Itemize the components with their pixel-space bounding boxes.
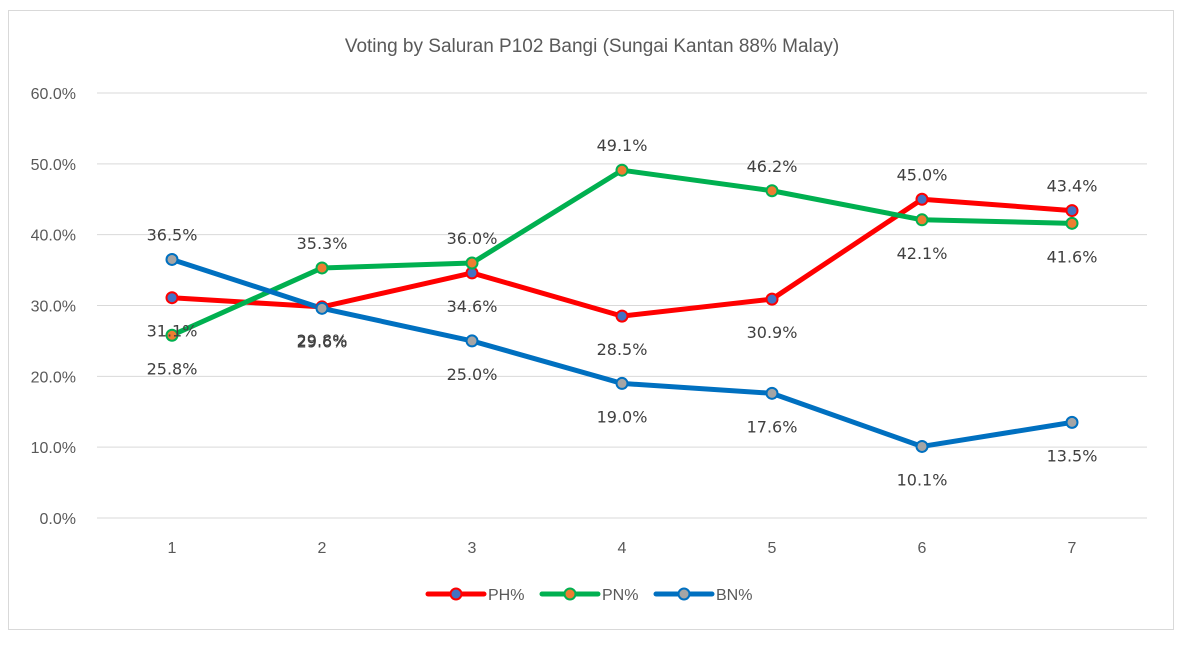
legend: PH% PN% BN% bbox=[425, 587, 752, 604]
series-lines bbox=[169, 167, 1075, 449]
data-point bbox=[915, 439, 929, 453]
data-point bbox=[1065, 415, 1079, 429]
data-point bbox=[1065, 204, 1079, 218]
data-label: 42.1% bbox=[897, 244, 948, 263]
data-point bbox=[465, 256, 479, 270]
data-point bbox=[1065, 216, 1079, 230]
x-tick-label: 3 bbox=[468, 540, 477, 557]
x-tick-label: 6 bbox=[918, 540, 927, 557]
data-label: 25.8% bbox=[147, 359, 198, 378]
data-label: 46.2% bbox=[747, 157, 798, 176]
data-point bbox=[615, 376, 629, 390]
series-markers bbox=[165, 163, 1079, 453]
data-label: 43.4% bbox=[1047, 177, 1098, 196]
data-label: 25.0% bbox=[447, 365, 498, 384]
data-label: 41.6% bbox=[1047, 247, 1098, 266]
grid-lines bbox=[97, 92, 1147, 519]
x-tick-label: 2 bbox=[318, 540, 327, 557]
data-point bbox=[165, 252, 179, 266]
data-point bbox=[615, 163, 629, 177]
data-point bbox=[165, 291, 179, 305]
data-label: 49.1% bbox=[597, 136, 648, 155]
legend-marker bbox=[563, 587, 577, 601]
data-label: 31.1% bbox=[147, 322, 198, 341]
data-point bbox=[765, 292, 779, 306]
data-label: 19.0% bbox=[597, 407, 648, 426]
data-label: 45.0% bbox=[897, 165, 948, 184]
y-tick-label: 30.0% bbox=[31, 299, 76, 316]
y-tick-label: 20.0% bbox=[31, 369, 76, 386]
y-axis-ticks: 0.0% 10.0% 20.0% 30.0% 40.0% 50.0% 60.0% bbox=[31, 86, 76, 528]
data-point bbox=[615, 309, 629, 323]
x-tick-label: 1 bbox=[168, 540, 177, 557]
data-point bbox=[765, 386, 779, 400]
data-point bbox=[315, 301, 329, 315]
data-labels: 31.1% 29.8% 34.6% 28.5% 30.9% 45.0% 43.4% 25.8%… bbox=[147, 136, 1098, 489]
chart-title: Voting by Saluran P102 Bangi (Sungai Kan… bbox=[345, 36, 839, 57]
data-label: 10.1% bbox=[897, 470, 948, 489]
y-tick-label: 60.0% bbox=[31, 86, 76, 103]
data-point bbox=[915, 213, 929, 227]
y-tick-label: 50.0% bbox=[31, 157, 76, 174]
y-tick-label: 0.0% bbox=[40, 511, 76, 528]
x-tick-label: 7 bbox=[1068, 540, 1077, 557]
y-tick-label: 10.0% bbox=[31, 440, 76, 457]
legend-marker bbox=[677, 587, 691, 601]
data-label: 30.9% bbox=[747, 323, 798, 342]
data-label: 36.0% bbox=[447, 229, 498, 248]
data-label: 35.3% bbox=[297, 234, 348, 253]
data-label: 28.5% bbox=[597, 340, 648, 359]
x-axis-ticks: 1 2 3 4 5 6 7 bbox=[168, 540, 1077, 557]
data-point bbox=[465, 334, 479, 348]
data-label: 13.5% bbox=[1047, 446, 1098, 465]
data-label: 34.6% bbox=[447, 297, 498, 316]
data-point bbox=[765, 184, 779, 198]
legend-label: PH% bbox=[488, 587, 524, 604]
x-tick-label: 5 bbox=[768, 540, 777, 557]
legend-label: PN% bbox=[602, 587, 638, 604]
legend-marker bbox=[449, 587, 463, 601]
data-point bbox=[915, 192, 929, 206]
data-label: 36.5% bbox=[147, 225, 198, 244]
legend-label: BN% bbox=[716, 587, 752, 604]
data-point bbox=[315, 261, 329, 275]
data-label: 29.8% bbox=[297, 331, 348, 350]
data-label: 17.6% bbox=[747, 417, 798, 436]
y-tick-label: 40.0% bbox=[31, 228, 76, 245]
x-tick-label: 4 bbox=[618, 540, 627, 557]
data-label: 29.6% bbox=[297, 332, 348, 351]
data-point bbox=[165, 328, 179, 342]
